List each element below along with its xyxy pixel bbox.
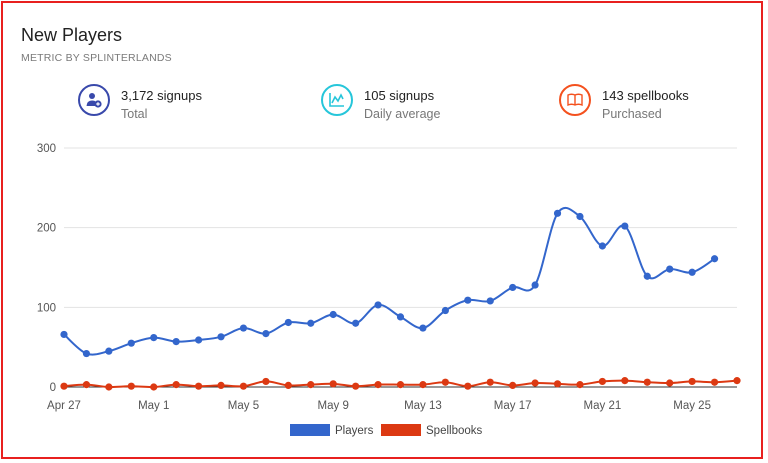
data-point-spellbooks [217, 381, 225, 390]
stat-spellbooks-value: 143 spellbooks [602, 88, 689, 103]
data-point-spellbooks [441, 378, 449, 386]
data-point-spellbooks [60, 382, 68, 390]
x-tick-label: May 21 [584, 400, 622, 412]
x-tick-label: Apr 27 [47, 400, 81, 412]
y-tick-label: 200 [37, 223, 56, 235]
chart-grid [64, 147, 737, 388]
stat-total-label: Total [121, 107, 148, 121]
data-point-players [195, 336, 203, 344]
data-point-players [329, 310, 337, 319]
x-tick-label: May 13 [404, 400, 442, 412]
data-point-spellbooks [486, 378, 494, 386]
data-point-spellbooks [239, 382, 248, 390]
data-point-players [262, 330, 270, 338]
data-point-players [643, 272, 651, 280]
chart-series [60, 206, 741, 391]
data-point-spellbooks [396, 381, 405, 389]
data-point-players [172, 337, 180, 346]
y-tick-label: 0 [50, 382, 56, 394]
x-tick-label: May 9 [318, 400, 349, 412]
data-point-players [621, 222, 629, 230]
data-point-players [553, 209, 562, 217]
stat-spellbooks-label: Purchased [602, 107, 662, 121]
data-point-spellbooks [621, 377, 629, 385]
data-point-spellbooks [262, 377, 270, 386]
data-point-spellbooks [509, 381, 517, 390]
page-title: New Players [21, 25, 123, 45]
data-point-spellbooks [307, 381, 315, 389]
legend-label-players[interactable]: Players [335, 425, 374, 437]
data-point-spellbooks [352, 382, 360, 390]
data-point-players [127, 339, 135, 347]
data-point-spellbooks [666, 379, 674, 387]
data-point-players [419, 324, 427, 332]
book-icon [559, 84, 591, 116]
page-subtitle: METRIC BY SPLINTERLANDS [21, 52, 172, 64]
data-point-spellbooks [598, 377, 607, 386]
x-tick-label: May 25 [673, 400, 711, 412]
stat-daily-value: 105 signups [364, 88, 435, 103]
data-point-spellbooks [329, 380, 337, 388]
legend-swatch-spellbooks[interactable] [381, 424, 421, 436]
data-point-spellbooks [195, 382, 203, 390]
line-chart-icon [321, 84, 353, 116]
stat-total-value: 3,172 signups [121, 88, 202, 103]
data-point-players [710, 255, 719, 263]
data-point-spellbooks [419, 381, 427, 389]
data-point-players [239, 324, 248, 332]
data-point-players [217, 333, 225, 341]
data-point-players [531, 281, 539, 289]
legend-label-spellbooks[interactable]: Spellbooks [426, 425, 483, 437]
data-point-players [688, 268, 696, 276]
data-point-spellbooks [127, 382, 135, 390]
stat-daily-label: Daily average [364, 107, 441, 121]
data-point-players [509, 283, 517, 292]
data-point-spellbooks [82, 381, 91, 389]
data-point-players [464, 296, 472, 304]
data-point-spellbooks [553, 380, 562, 388]
data-point-spellbooks [643, 378, 651, 386]
data-point-players [284, 318, 292, 327]
data-point-players [82, 349, 91, 358]
data-point-players [486, 297, 494, 305]
data-point-players [60, 330, 68, 339]
data-point-spellbooks [710, 378, 719, 386]
legend-swatch-players[interactable] [290, 424, 330, 436]
data-point-spellbooks [374, 381, 382, 389]
data-point-players [352, 319, 360, 327]
data-point-players [150, 334, 158, 342]
data-point-spellbooks [284, 381, 292, 390]
add-user-icon [78, 84, 110, 116]
data-point-spellbooks [576, 381, 584, 389]
data-point-players [374, 301, 382, 309]
y-tick-label: 100 [37, 302, 56, 314]
data-point-spellbooks [464, 382, 472, 390]
x-tick-label: May 17 [494, 400, 532, 412]
series-line-players [63, 206, 716, 356]
data-point-spellbooks [733, 377, 741, 385]
data-point-players [307, 319, 315, 327]
data-point-players [105, 347, 113, 355]
data-point-spellbooks [531, 379, 539, 387]
data-point-spellbooks [105, 383, 113, 391]
data-point-spellbooks [688, 377, 696, 386]
data-point-players [576, 212, 584, 221]
x-tick-label: May 1 [138, 400, 169, 412]
data-point-spellbooks [172, 381, 180, 389]
x-tick-label: May 5 [228, 400, 259, 412]
data-point-spellbooks [150, 383, 158, 391]
y-tick-label: 300 [37, 143, 56, 155]
data-point-players [441, 306, 449, 315]
chart-legend[interactable]: Players Spellbooks [290, 424, 483, 437]
chart-axes: 0 100 200 300 Apr 27 May 1 May 5 May 9 May 13 May… [37, 143, 711, 412]
data-point-players [396, 313, 405, 321]
data-point-players [666, 265, 674, 273]
data-point-players [598, 242, 607, 250]
